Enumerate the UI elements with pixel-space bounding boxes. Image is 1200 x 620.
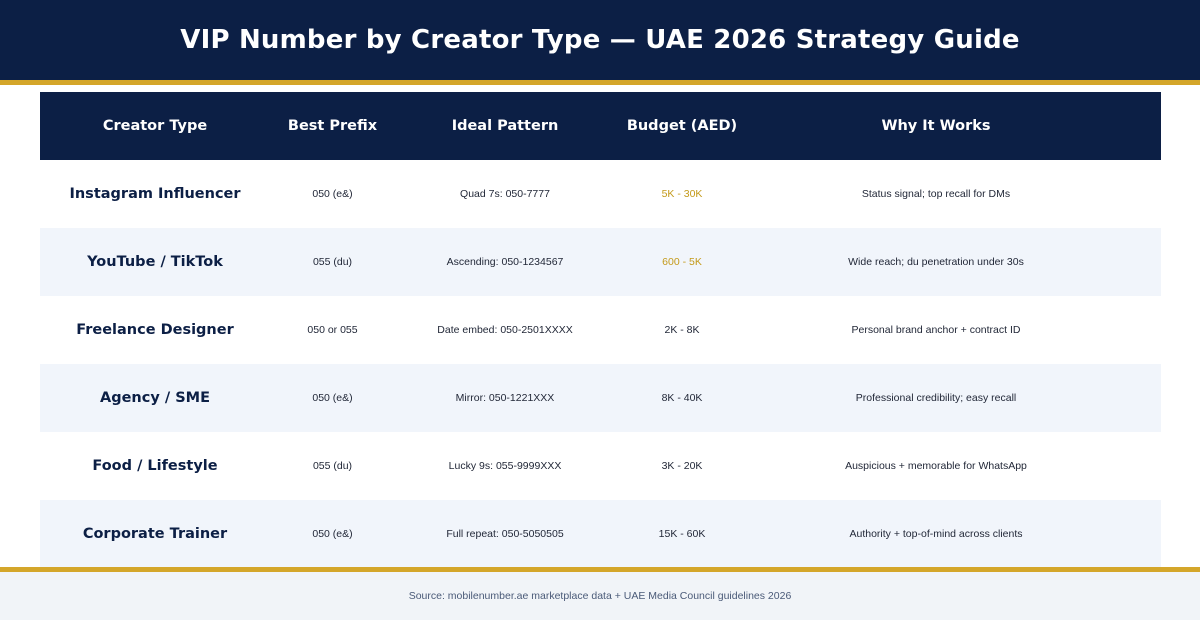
cell-budget: 5K - 30K — [661, 188, 703, 200]
page-title: VIP Number by Creator Type — UAE 2026 St… — [180, 25, 1020, 55]
cell-budget: 3K - 20K — [661, 460, 703, 472]
cell-pattern: Full repeat: 050-5050505 — [446, 528, 564, 540]
cell-why: Auspicious + memorable for WhatsApp — [845, 460, 1027, 472]
cell-budget: 600 - 5K — [662, 256, 702, 268]
table-row: Food / Lifestyle 055 (du) Lucky 9s: 055-… — [40, 432, 1161, 500]
cell-creator-type: Agency / SME — [100, 390, 210, 406]
header-divider — [0, 80, 1200, 85]
cell-prefix: 055 (du) — [312, 460, 353, 472]
cell-why: Personal brand anchor + contract ID — [851, 324, 1021, 336]
column-header-best-prefix: Best Prefix — [287, 118, 378, 134]
cell-creator-type: Instagram Influencer — [69, 186, 241, 202]
cell-prefix: 050 (e&) — [312, 188, 353, 200]
column-header-ideal-pattern: Ideal Pattern — [451, 118, 559, 134]
cell-creator-type: YouTube / TikTok — [87, 254, 223, 270]
source-note: Source: mobilenumber.ae marketplace data… — [408, 590, 792, 602]
cell-budget: 2K - 8K — [664, 324, 700, 336]
cell-creator-type: Freelance Designer — [76, 322, 234, 338]
cell-pattern: Ascending: 050-1234567 — [446, 256, 564, 268]
cell-pattern: Mirror: 050-1221XXX — [455, 392, 555, 404]
footer-divider — [0, 567, 1200, 572]
cell-prefix: 050 or 055 — [307, 324, 358, 336]
strategy-table: Creator Type Best Prefix Ideal Pattern B… — [40, 92, 1161, 568]
cell-why: Wide reach; du penetration under 30s — [848, 256, 1024, 268]
column-header-budget: Budget (AED) — [626, 118, 738, 134]
cell-prefix: 055 (du) — [312, 256, 353, 268]
column-header-why-it-works: Why It Works — [881, 118, 991, 134]
cell-prefix: 050 (e&) — [312, 528, 353, 540]
cell-why: Professional credibility; easy recall — [855, 392, 1017, 404]
cell-pattern: Quad 7s: 050-7777 — [460, 188, 550, 200]
cell-pattern: Date embed: 050-2501XXXX — [437, 324, 573, 336]
cell-budget: 15K - 60K — [658, 528, 706, 540]
column-header-creator-type: Creator Type — [102, 118, 208, 134]
cell-pattern: Lucky 9s: 055-9999XXX — [448, 460, 562, 472]
table-row: Agency / SME 050 (e&) Mirror: 050-1221XX… — [40, 364, 1161, 432]
table-row: Instagram Influencer 050 (e&) Quad 7s: 0… — [40, 160, 1161, 228]
cell-creator-type: Food / Lifestyle — [92, 458, 218, 474]
table-row: Corporate Trainer 050 (e&) Full repeat: … — [40, 500, 1161, 568]
cell-prefix: 050 (e&) — [312, 392, 353, 404]
cell-why: Status signal; top recall for DMs — [861, 188, 1011, 200]
table-header: Creator Type Best Prefix Ideal Pattern B… — [40, 92, 1161, 160]
cell-budget: 8K - 40K — [661, 392, 703, 404]
table-row: Freelance Designer 050 or 055 Date embed… — [40, 296, 1161, 364]
footer: Source: mobilenumber.ae marketplace data… — [0, 572, 1200, 620]
cell-creator-type: Corporate Trainer — [82, 526, 228, 542]
page-header: VIP Number by Creator Type — UAE 2026 St… — [0, 0, 1200, 80]
cell-why: Authority + top-of-mind across clients — [849, 528, 1023, 540]
table-row: YouTube / TikTok 055 (du) Ascending: 050… — [40, 228, 1161, 296]
